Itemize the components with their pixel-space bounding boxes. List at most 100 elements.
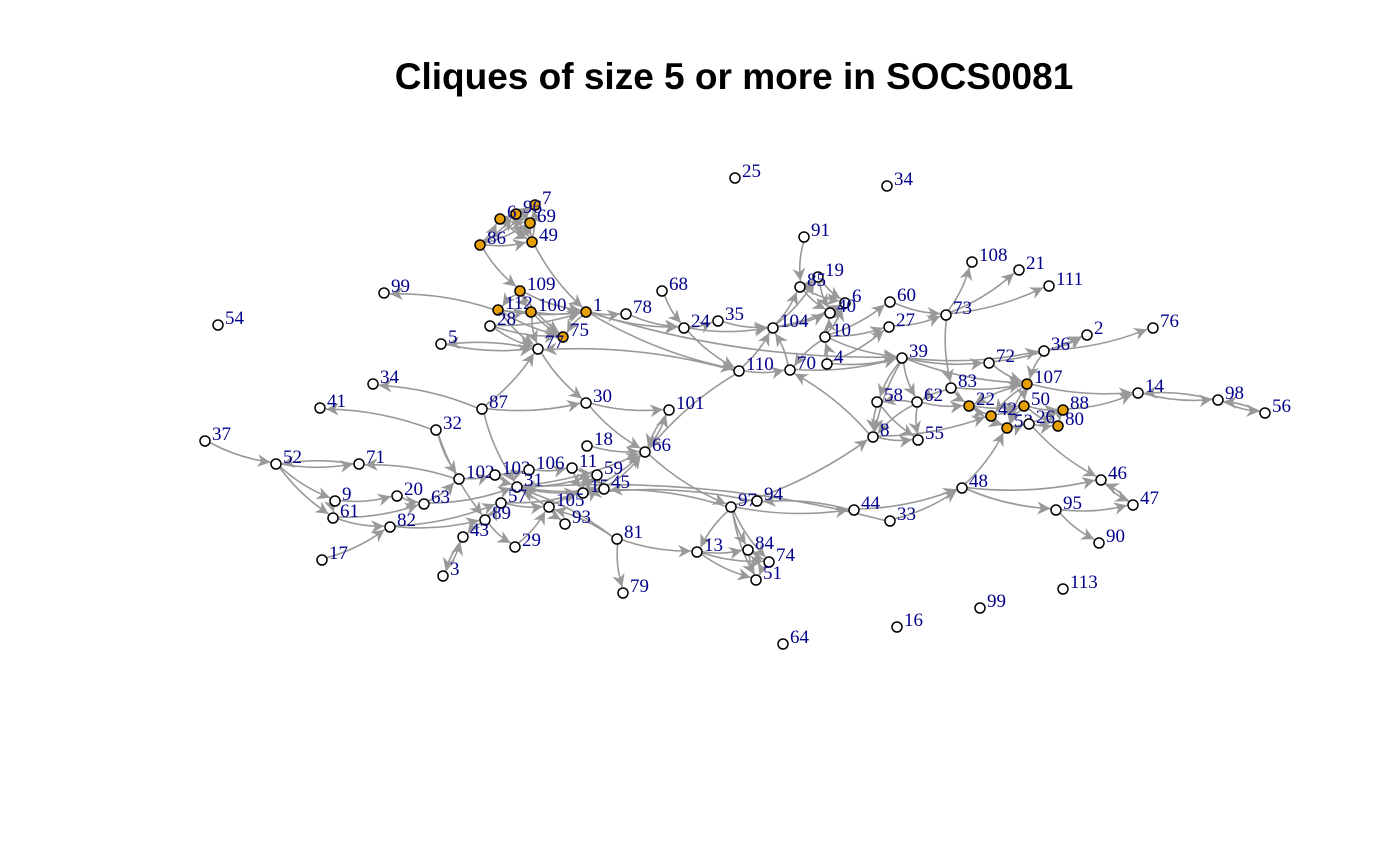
node-circle — [911, 396, 923, 408]
edge-n10-n70 — [793, 339, 822, 367]
edge-n39-n36 — [906, 347, 1039, 362]
node-circle — [956, 482, 968, 494]
node-n28: 28 — [484, 309, 516, 332]
node-circle — [777, 638, 789, 650]
node-circle — [509, 541, 521, 553]
edge-n1-n39 — [590, 311, 897, 364]
edge-n107-n22 — [974, 385, 1023, 405]
node-circle — [812, 271, 824, 283]
node-n49: 49 — [526, 225, 558, 248]
node-label: 76 — [1160, 311, 1179, 332]
node-circle — [437, 570, 449, 582]
node-label: 26 — [1036, 407, 1055, 428]
node-label: 66 — [652, 435, 671, 456]
node-n50: 50 — [1018, 389, 1050, 412]
edge-n58-n8 — [865, 406, 879, 432]
edge-n106-n11 — [533, 465, 567, 478]
node-label: 10 — [832, 320, 851, 341]
node-n6x: 6 — [494, 202, 517, 225]
edge-n57-n105 — [505, 501, 544, 515]
node-n40: 40 — [824, 296, 856, 319]
node-n54: 54 — [212, 308, 245, 331]
node-label: 81 — [624, 522, 643, 543]
edge-n10-n27 — [829, 326, 884, 339]
node-n36: 36 — [1038, 334, 1070, 357]
node-label: 102 — [466, 462, 495, 483]
node-label: 103 — [502, 458, 531, 479]
node-circle — [725, 501, 737, 513]
node-circle — [270, 458, 282, 470]
node-n80: 80 — [1052, 409, 1084, 432]
node-n56: 56 — [1259, 396, 1291, 419]
node-label: 72 — [996, 346, 1015, 367]
edge-n9-n20 — [339, 493, 392, 507]
edge-n69-n49 — [519, 221, 533, 237]
node-label: 91 — [811, 220, 830, 241]
node-label: 113 — [1070, 572, 1098, 593]
node-label: 101 — [676, 393, 705, 414]
node-n14: 14 — [1132, 376, 1165, 399]
edge-n39-n58 — [877, 361, 901, 398]
node-label: 6 — [507, 202, 517, 223]
node-circle — [891, 621, 903, 633]
node-label: 82 — [397, 510, 416, 531]
node-circle — [367, 378, 379, 390]
node-label: 69 — [537, 206, 556, 227]
node-label: 8 — [880, 420, 890, 441]
edge-n13-n51 — [701, 553, 751, 581]
edge-n110-n77 — [543, 342, 735, 372]
node-label: 104 — [780, 311, 809, 332]
node-circle — [966, 256, 978, 268]
node-label: 36 — [1051, 334, 1070, 355]
node-circle — [457, 531, 469, 543]
edge-n109-n100 — [514, 293, 529, 308]
node-n7: 7 — [529, 188, 552, 211]
node-label: 84 — [755, 533, 775, 554]
node-n107: 107 — [1021, 367, 1063, 390]
node-circle — [656, 285, 668, 297]
node-circle — [712, 315, 724, 327]
node-circle — [580, 397, 592, 409]
edge-n103-n31 — [497, 475, 512, 488]
edge-n72-n107 — [992, 364, 1022, 384]
edge-n81-n31 — [522, 487, 614, 538]
node-n74: 74 — [763, 545, 796, 568]
node-n70: 70 — [784, 353, 816, 376]
edge-n62-n55 — [908, 406, 921, 435]
node-n101: 101 — [663, 393, 705, 416]
node-circle — [524, 217, 536, 229]
node-label: 37 — [212, 424, 231, 445]
edge-n66-n97 — [648, 454, 727, 505]
edge-n26-n46 — [1032, 426, 1097, 478]
node-n46: 46 — [1095, 463, 1127, 486]
edge-n85-n40 — [803, 289, 826, 310]
edge-n48-n95 — [966, 488, 1051, 515]
edge-n103-n106 — [499, 469, 524, 482]
node-circle — [678, 322, 690, 334]
edge-n48-n53 — [964, 432, 1005, 485]
node-n52: 52 — [270, 447, 302, 470]
edge-n77-n30 — [540, 352, 583, 400]
node-circle — [940, 309, 952, 321]
node-circle — [985, 410, 997, 422]
node-label: 6 — [852, 286, 862, 307]
node-n45: 45 — [598, 472, 630, 495]
node-circle — [435, 338, 447, 350]
node-label: 16 — [904, 610, 923, 631]
node-n83: 83 — [945, 371, 977, 394]
edge-n4-n27 — [831, 329, 885, 363]
node-circle — [639, 446, 651, 458]
edge-n19-n40 — [816, 281, 829, 308]
node-circle — [824, 307, 836, 319]
node-n30: 30 — [580, 386, 612, 409]
node-n13: 13 — [691, 535, 723, 558]
edge-n62-n22 — [921, 400, 964, 414]
edge-n85-n19 — [799, 279, 814, 294]
edge-n61-n82 — [337, 518, 385, 533]
node-label: 21 — [1026, 253, 1045, 274]
node-n79: 79 — [617, 576, 649, 599]
node-label: 27 — [896, 310, 915, 331]
node-circle — [884, 296, 896, 308]
node-label: 61 — [340, 501, 359, 522]
